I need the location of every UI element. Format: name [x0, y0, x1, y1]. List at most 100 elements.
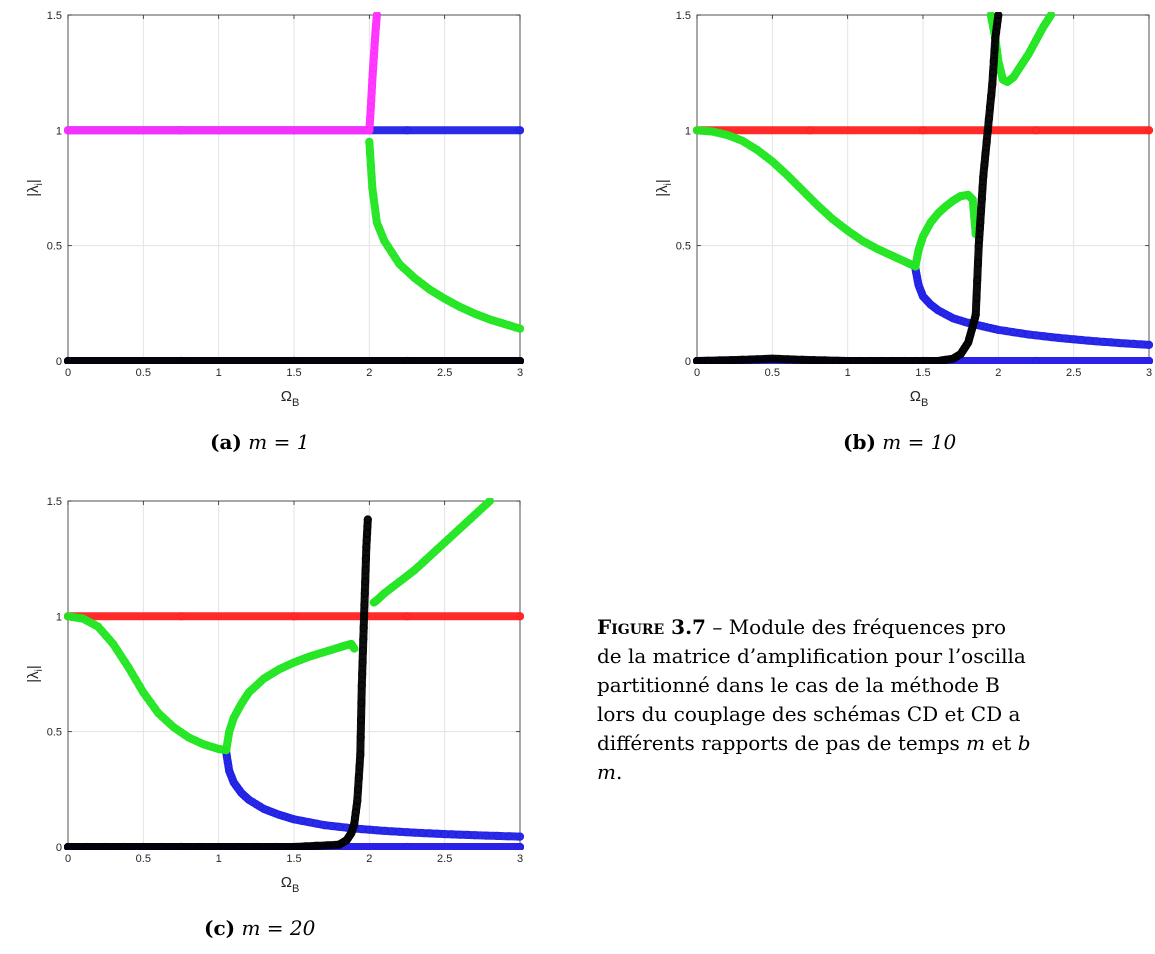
chart-a-series-2-magenta — [365, 12, 381, 135]
chart-c-series-3-marker — [515, 832, 524, 841]
chart-b-series-6-marker — [1047, 12, 1056, 20]
chart-c-series-7-marker — [357, 681, 366, 690]
figure-caption-line-6: m. — [597, 758, 1155, 787]
chart-c-series-4-marker — [112, 645, 122, 654]
chart-c-series-4-marker — [71, 613, 80, 622]
chart-c-series-3-marker — [482, 831, 491, 840]
chart-c-series-4-marker — [116, 651, 125, 660]
chart-a-series-3-marker — [508, 322, 517, 331]
chart-c-series-4-marker — [195, 738, 204, 747]
chart-c-series-7-marker — [252, 842, 261, 850]
chart-a-xtick-label-1: 0.5 — [136, 367, 151, 379]
chart-c-series-4-marker — [184, 733, 193, 742]
chart-c-xlabel: ΩB — [281, 874, 300, 895]
figure-caption-var-m-2: m — [597, 760, 616, 784]
chart-b-series-7-marker — [726, 356, 735, 364]
chart-a-series-3-marker — [485, 315, 494, 324]
chart-c-series-3-marker — [289, 815, 299, 824]
chart-a-series-2-marker — [372, 12, 381, 20]
chart-b-series-7-marker — [987, 91, 996, 100]
chart-b-series-3-marker — [979, 322, 988, 331]
chart-c-series-7-marker — [363, 515, 372, 524]
chart-c-series-7-marker — [139, 842, 148, 850]
chart-c-series-7-line — [64, 515, 372, 850]
chart-c-series-4-marker — [120, 657, 129, 666]
chart-b-series-2-marker — [1031, 356, 1041, 364]
chart-c-ytick-label-3: 1.5 — [47, 496, 62, 508]
chart-b-series-3-marker — [986, 324, 995, 333]
chart-c-series-7-marker — [354, 773, 363, 782]
chart-c-series-7-marker — [271, 842, 280, 850]
chart-b-series-7-marker — [981, 149, 990, 158]
chart-c-series-7-marker — [361, 554, 370, 563]
chart-a-series-3-marker — [478, 312, 487, 321]
chart-c-ylabel: |λi| — [25, 665, 45, 683]
chart-b-series-7-marker — [900, 356, 909, 364]
chart-c-series-5-marker — [297, 655, 306, 664]
chart-b-series-7-marker — [975, 224, 985, 233]
chart-b-series-7-marker — [832, 356, 841, 364]
chart-b-series-5-marker — [912, 258, 921, 267]
chart-b-series-4-marker — [892, 253, 901, 262]
chart-c-series-5-marker — [278, 663, 287, 672]
chart-c-series-7-marker — [353, 785, 363, 794]
chart-b-series-3-marker — [956, 316, 965, 325]
chart-a-series-0-marker — [402, 126, 412, 135]
chart-a: 0 0.5 1 1.5 2 2.5 3 0 0.5 1 1.5 ΩB |λi| — [25, 10, 524, 409]
chart-c-series-6-marker — [378, 590, 387, 600]
chart-c-series-3-marker — [267, 807, 276, 816]
chart-c-series-5-marker — [308, 651, 317, 660]
chart-c-series-6-marker — [485, 498, 494, 506]
chart-c-series-3-marker — [263, 806, 272, 815]
chart-b-series-7-marker — [992, 22, 1001, 31]
chart-a-series-3-marker — [504, 321, 513, 330]
chart-a-plot-area — [64, 12, 524, 364]
chart-a-series-3-marker — [380, 237, 389, 246]
chart-b-series-3-marker — [952, 315, 962, 324]
chart-b-series-5-marker — [967, 194, 976, 203]
chart-c-series-3-marker — [224, 762, 233, 771]
chart-b-series-7-marker — [989, 68, 998, 77]
chart-b-series-4-marker — [711, 128, 720, 137]
chart-c-series-4-marker — [131, 675, 140, 684]
chart-b-series-7-marker — [965, 334, 974, 343]
chart-c-series-4-marker — [75, 614, 84, 623]
chart-b-series-7-marker — [994, 12, 1003, 20]
chart-b-series-7-marker — [854, 356, 864, 364]
chart-c-series-7-marker — [356, 750, 365, 759]
chart-b-series-7-marker — [911, 356, 920, 364]
chart-c-series-7-marker — [176, 842, 186, 850]
chart-c-series-7-marker — [350, 819, 359, 829]
chart-b-series-3-marker — [1016, 329, 1026, 338]
chart-a-series-3-marker — [497, 318, 506, 327]
chart-b-series-4-marker — [869, 243, 879, 252]
figure-caption-text-6: . — [615, 760, 623, 784]
chart-c-series-7-marker — [360, 589, 369, 598]
chart-b-xtick-label-6: 3 — [1146, 367, 1152, 379]
figure-caption-text-1: – Module des fréquences pro — [712, 615, 1007, 639]
chart-b-series-5-marker — [968, 195, 977, 204]
chart-b-series-5-green — [911, 190, 980, 271]
chart-a-series-2-marker — [365, 126, 374, 135]
chart-c-series-3-marker — [223, 757, 232, 766]
chart-c-series-0-marker — [515, 612, 524, 621]
chart-c-series-3-marker — [305, 818, 314, 827]
chart-c-series-3-marker — [504, 832, 513, 841]
figure-caption-var-m: m — [966, 731, 986, 755]
chart-b-series-7-marker — [970, 313, 980, 322]
chart-c-series-3-marker — [278, 811, 287, 821]
chart-c-series-4-marker — [150, 703, 159, 713]
chart-a-series-3-marker — [448, 298, 457, 307]
chart-b-series-7-marker — [982, 137, 991, 146]
chart-c-series-2-marker — [515, 842, 524, 850]
chart-b-series-7-marker — [809, 356, 818, 364]
chart-b-series-5-marker — [913, 250, 922, 259]
chart-b-series-4-green — [693, 126, 920, 271]
chart-b-series-0-marker — [918, 126, 928, 135]
chart-a-ytick-label-2: 1 — [56, 125, 62, 137]
chart-a-series-3-marker — [391, 254, 400, 263]
chart-c-series-0-marker — [402, 612, 412, 621]
chart-a-series-2-marker — [372, 15, 381, 24]
chart-b-series-3-marker — [937, 308, 946, 317]
chart-b-series-7-marker — [984, 114, 994, 123]
